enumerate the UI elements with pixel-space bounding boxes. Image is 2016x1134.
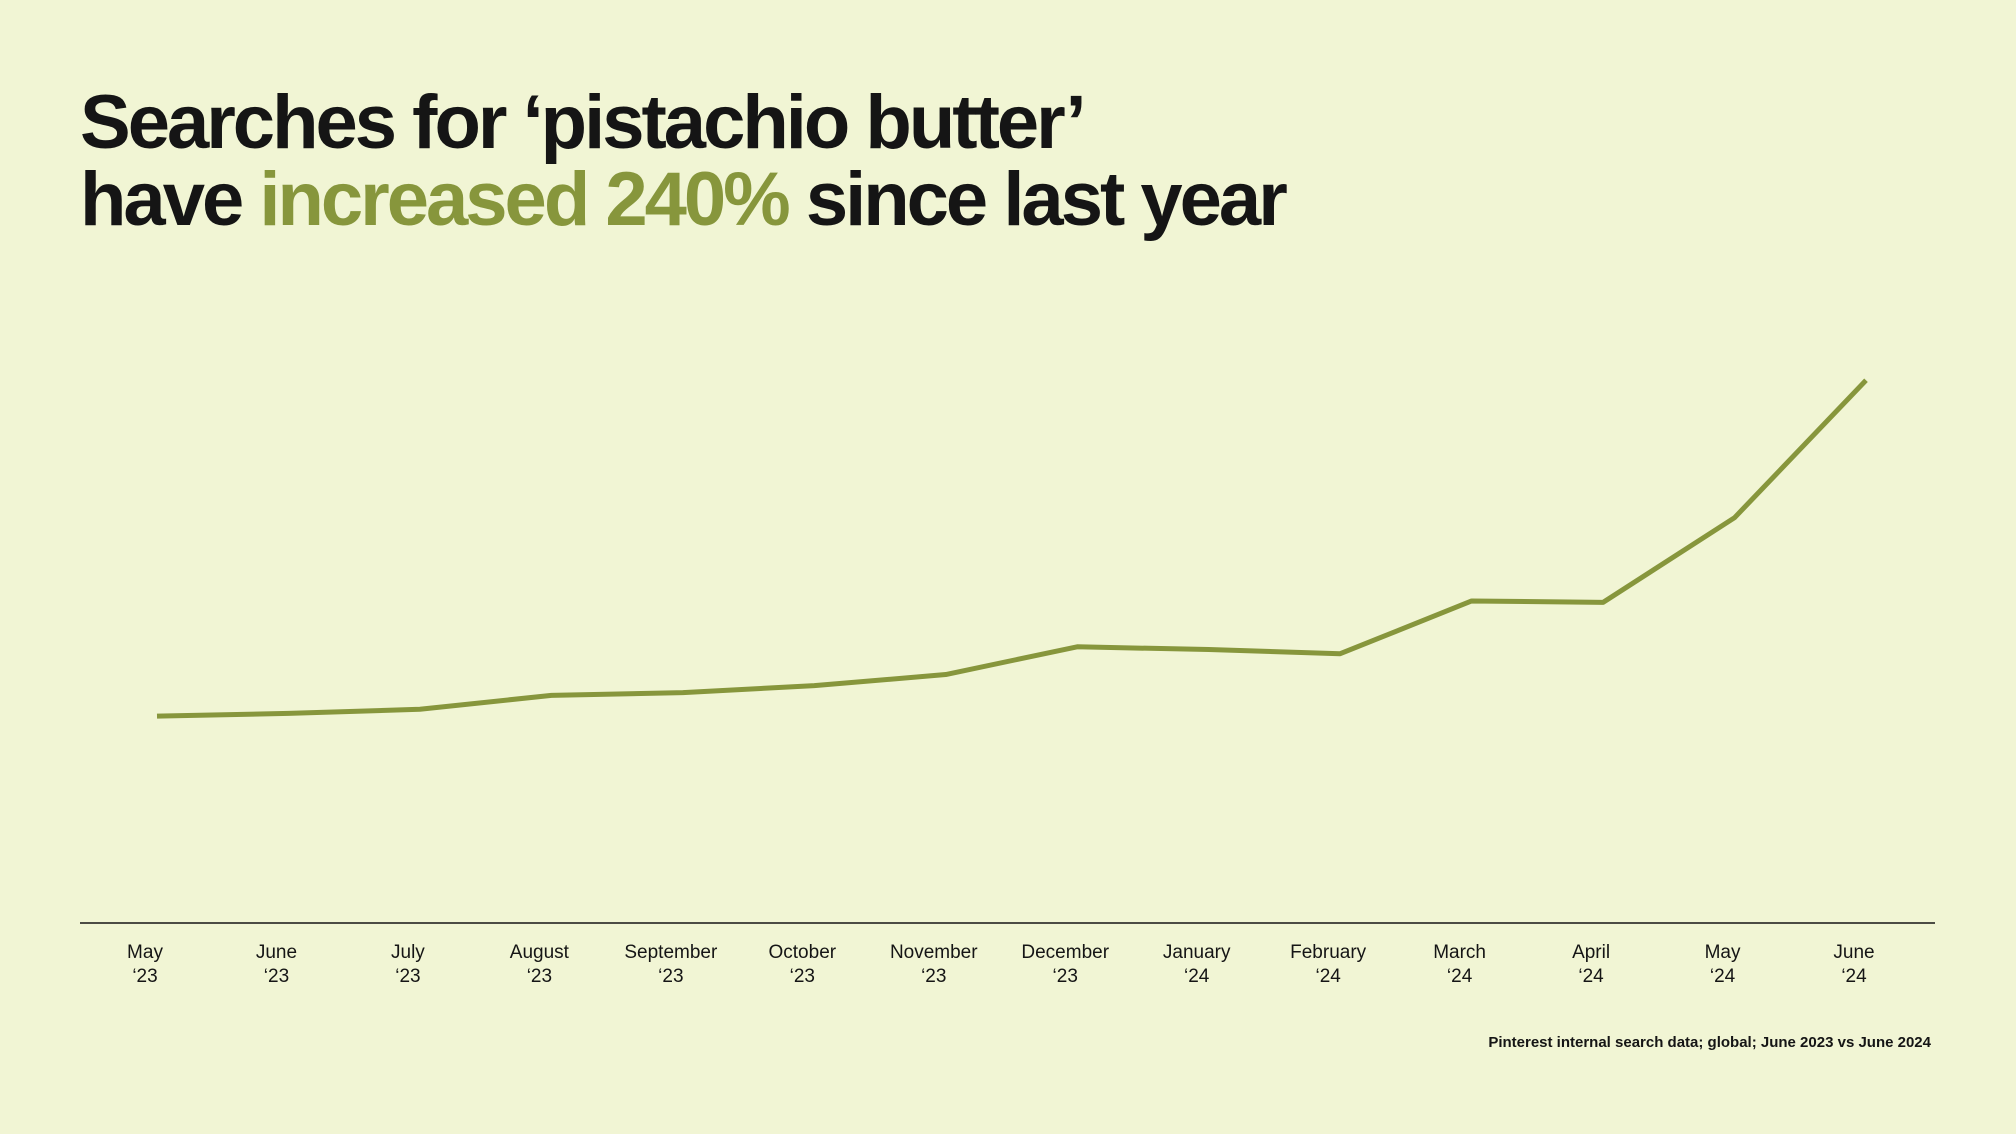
x-tick-label: ‘23 [264, 966, 289, 987]
x-tick-label: ‘24 [1315, 966, 1341, 987]
title-highlight: increased 240% [259, 157, 789, 242]
title-part: have [80, 157, 242, 242]
x-tick-label: May [1705, 942, 1741, 963]
x-tick-label: December [1021, 942, 1109, 963]
x-tick-label: April [1572, 942, 1610, 963]
source-note: Pinterest internal search data; global; … [1488, 1034, 1931, 1051]
x-tick-label: ‘23 [658, 966, 683, 987]
x-tick-label: October [769, 942, 837, 963]
x-tick-label: June [256, 942, 297, 963]
x-tick-label: August [510, 942, 570, 963]
x-tick-label: March [1433, 942, 1486, 963]
x-tick-label: ‘23 [527, 966, 552, 987]
x-tick-label: ‘24 [1841, 966, 1867, 987]
x-tick-label: January [1163, 942, 1231, 963]
x-tick-label: ‘24 [1184, 966, 1210, 987]
x-tick-label: June [1833, 942, 1874, 963]
chart-title: Searches for ‘pistachio butter’ [80, 80, 1084, 165]
x-tick-label: ‘23 [395, 966, 420, 987]
x-tick-label: ‘24 [1447, 966, 1473, 987]
x-tick-label: ‘23 [921, 966, 946, 987]
x-tick-label: September [624, 942, 718, 963]
x-tick-label: November [890, 942, 978, 963]
x-tick-label: ‘24 [1578, 966, 1604, 987]
chart-title: have increased 240% since last year [80, 157, 1287, 242]
line [156, 378, 1868, 719]
title-part: since last year [806, 157, 1287, 242]
x-tick-label: ‘23 [790, 966, 815, 987]
x-tick-label: ‘23 [1053, 966, 1078, 987]
x-tick-label: July [391, 942, 425, 963]
x-tick-label: February [1290, 942, 1367, 963]
x-tick-label: ‘24 [1710, 966, 1736, 987]
x-tick-label: ‘23 [132, 966, 157, 987]
x-tick-label: May [127, 942, 163, 963]
